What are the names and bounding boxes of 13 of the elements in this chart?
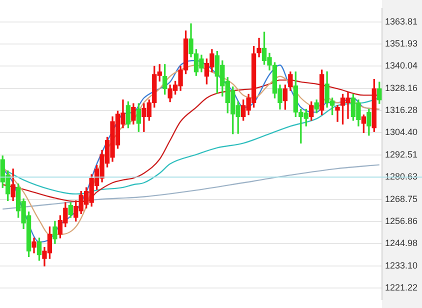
y-tick-label: 1304.40 (385, 127, 418, 138)
y-tick-label: 1268.75 (385, 194, 418, 204)
y-tick-label: 1316.28 (385, 105, 418, 116)
y-tick-label: 1363.81 (385, 16, 418, 26)
line-series (2, 164, 380, 210)
y-tick-label: 1292.51 (385, 149, 418, 160)
y-tick-label: 1340.04 (385, 60, 418, 71)
y-tick-label: 1221.22 (385, 282, 418, 292)
y-tick-label: 1328.16 (385, 82, 418, 93)
y-tick-label: 1233.10 (385, 260, 418, 270)
y-tick-label: 1244.98 (385, 238, 418, 248)
y-tick-label: 1351.93 (385, 38, 418, 48)
y-tick-label: 1256.86 (385, 216, 418, 226)
